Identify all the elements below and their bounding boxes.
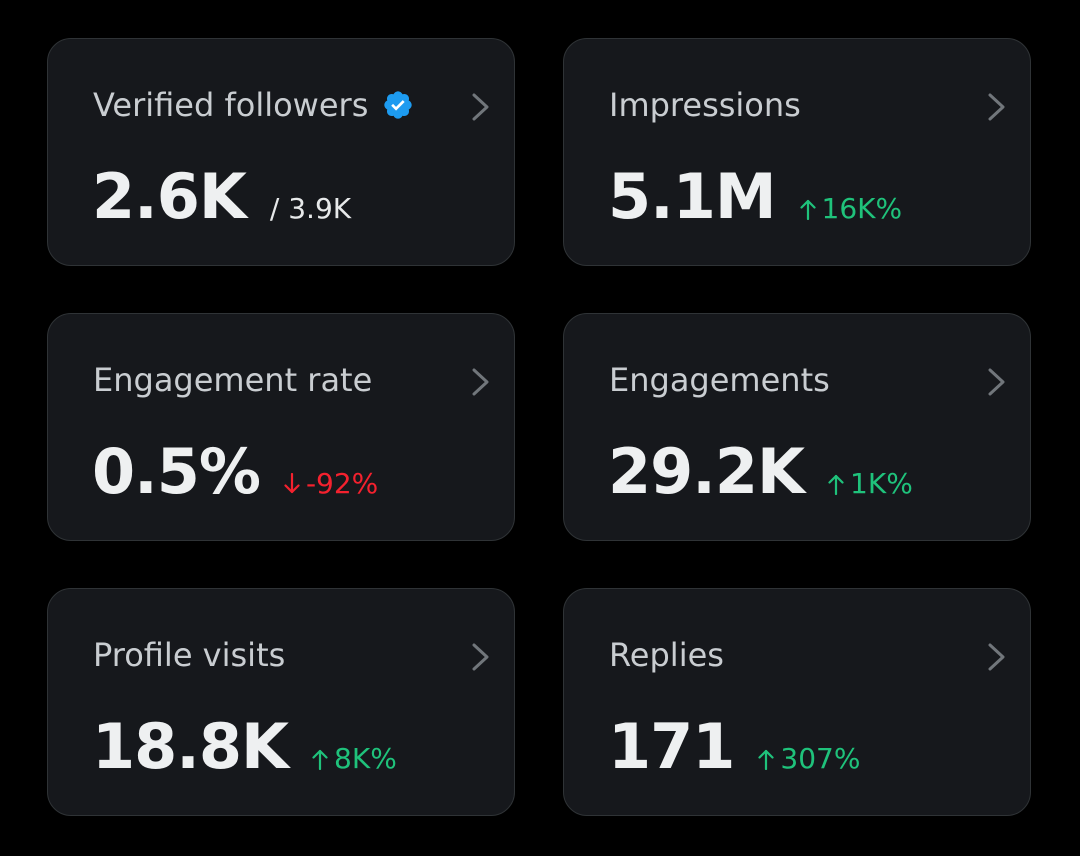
- metric-change: 1K%: [828, 467, 913, 500]
- metric-value: 5.1M: [608, 160, 777, 233]
- chevron-right-icon: [988, 368, 1005, 396]
- metric-change-value: 307%: [780, 742, 861, 775]
- metric-change-value: -92%: [305, 467, 379, 500]
- metric-value: 0.5%: [92, 435, 261, 508]
- metric-value-row: 5.1M 16K%: [608, 159, 902, 235]
- metric-title: Verified followers: [93, 85, 414, 125]
- chevron-right-icon: [988, 643, 1005, 671]
- metric-title: Profile visits: [93, 635, 285, 675]
- metric-value-row: 18.8K 8K%: [92, 709, 397, 785]
- metric-value-row: 171 307%: [608, 709, 860, 785]
- chevron-right-icon: [472, 643, 489, 671]
- metric-value: 18.8K: [92, 710, 289, 783]
- metric-card-engagement-rate[interactable]: Engagement rate 0.5% -92%: [47, 313, 515, 541]
- metric-title-label: Profile visits: [93, 636, 286, 674]
- arrow-up-icon: [828, 474, 844, 495]
- metric-title-label: Impressions: [609, 86, 801, 124]
- metric-change: 307%: [758, 742, 860, 775]
- metric-title-label: Engagements: [609, 361, 830, 399]
- metric-title-label: Engagement rate: [93, 361, 373, 399]
- metric-title: Engagement rate: [93, 360, 372, 400]
- metric-card-engagements[interactable]: Engagements 29.2K 1K%: [563, 313, 1031, 541]
- metric-title: Replies: [609, 635, 724, 675]
- metric-card-verified-followers[interactable]: Verified followers 2.6K / 3.9K: [47, 38, 515, 266]
- metric-change: 8K%: [312, 742, 397, 775]
- metric-title: Impressions: [609, 85, 801, 125]
- metric-title: Engagements: [609, 360, 830, 400]
- metric-card-replies[interactable]: Replies 171 307%: [563, 588, 1031, 816]
- metric-value: 2.6K: [92, 160, 247, 233]
- metric-total: / 3.9K: [269, 192, 352, 225]
- metric-change: -92%: [284, 467, 378, 500]
- metric-change-value: 1K%: [850, 467, 913, 500]
- arrow-up-icon: [758, 749, 775, 770]
- metric-value-row: 2.6K / 3.9K: [92, 159, 351, 235]
- chevron-right-icon: [472, 368, 489, 396]
- metric-change-value: 16K%: [821, 192, 903, 225]
- arrow-up-icon: [312, 749, 328, 770]
- arrow-up-icon: [799, 199, 816, 220]
- metric-title-label: Verified followers: [93, 86, 369, 124]
- metric-value-row: 0.5% -92%: [92, 434, 378, 510]
- metric-value: 171: [608, 710, 735, 783]
- metric-value: 29.2K: [608, 435, 805, 508]
- verified-badge-icon: [384, 91, 413, 119]
- chevron-right-icon: [472, 93, 489, 121]
- chevron-right-icon: [988, 93, 1005, 121]
- metric-title-label: Replies: [609, 636, 724, 674]
- arrow-down-icon: [284, 473, 300, 494]
- metric-value-row: 29.2K 1K%: [608, 434, 913, 510]
- metric-change-value: 8K%: [334, 742, 397, 775]
- metric-card-profile-visits[interactable]: Profile visits 18.8K 8K%: [47, 588, 515, 816]
- metric-change: 16K%: [799, 192, 903, 225]
- metric-card-impressions[interactable]: Impressions 5.1M 16K%: [563, 38, 1031, 266]
